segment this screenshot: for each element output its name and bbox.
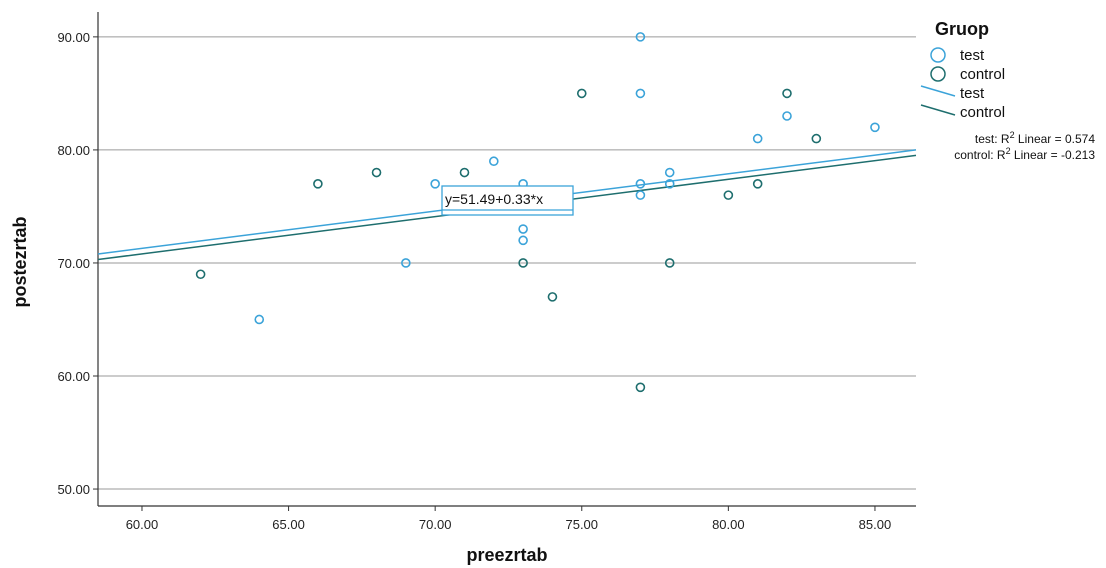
point-test	[664, 167, 675, 178]
point-test	[870, 122, 880, 133]
r2-label-test: test: R2 Linear = 0.574	[975, 130, 1095, 146]
point-test	[664, 179, 675, 189]
point-test	[635, 179, 646, 189]
point-test	[518, 224, 528, 234]
legend-fit-label-control: control	[960, 104, 1005, 121]
point-control	[752, 179, 763, 189]
point-test	[635, 32, 646, 42]
point-control	[576, 88, 587, 99]
equation-annotation[interactable]: y=51.49+0.33*x	[441, 185, 574, 216]
point-control	[782, 88, 792, 99]
point-test	[635, 190, 646, 200]
point-control	[811, 133, 822, 144]
y-tick-label: 80.00	[57, 143, 90, 158]
legend: Gruop test control test control test: R2 Li…	[920, 19, 1095, 162]
x-tick-label: 80.00	[712, 517, 745, 532]
axes	[93, 12, 916, 511]
r2-label-control: control: R2 Linear = -0.213	[954, 146, 1095, 162]
legend-marker-control	[930, 66, 946, 82]
equation-label: y=51.49+0.33*x	[445, 191, 543, 207]
y-tick-label: 50.00	[57, 482, 90, 497]
point-control	[723, 190, 734, 200]
point-control	[635, 382, 646, 393]
point-control	[313, 179, 323, 189]
point-test	[752, 133, 763, 144]
x-axis-title: preezrtab	[466, 545, 547, 565]
point-test	[430, 179, 440, 189]
y-tick-label: 90.00	[57, 30, 90, 45]
point-control	[371, 167, 382, 178]
point-control	[518, 258, 528, 268]
x-tick-label: 85.00	[859, 517, 892, 532]
x-tick-label: 75.00	[565, 517, 598, 532]
point-control	[547, 292, 558, 302]
legend-marker-test	[930, 47, 946, 63]
point-control	[195, 269, 206, 280]
grid-lines	[98, 36, 916, 490]
point-test	[782, 111, 792, 121]
point-control	[459, 167, 470, 178]
point-test	[401, 258, 411, 268]
legend-label-control: control	[960, 66, 1005, 83]
point-test	[635, 88, 646, 99]
data-points	[195, 32, 880, 393]
x-tick-label: 70.00	[419, 517, 452, 532]
y-tick-label: 70.00	[57, 256, 90, 271]
legend-fit-marker-control	[920, 104, 956, 116]
legend-label-test: test	[960, 47, 985, 64]
legend-fit-label-test: test	[960, 85, 985, 102]
legend-fit-marker-test	[920, 85, 956, 97]
tick-labels: 50.00 60.00 70.00 80.00 90.00 60.00 65.00 70.00…	[57, 30, 891, 532]
y-tick-label: 60.00	[57, 369, 90, 384]
y-axis-title: postezrtab	[10, 216, 30, 307]
x-tick-label: 65.00	[272, 517, 305, 532]
x-tick-label: 60.00	[126, 517, 159, 532]
point-test	[518, 235, 528, 246]
point-test	[254, 314, 265, 325]
point-control	[664, 258, 675, 268]
legend-title: Gruop	[935, 19, 989, 39]
point-test	[489, 156, 499, 167]
